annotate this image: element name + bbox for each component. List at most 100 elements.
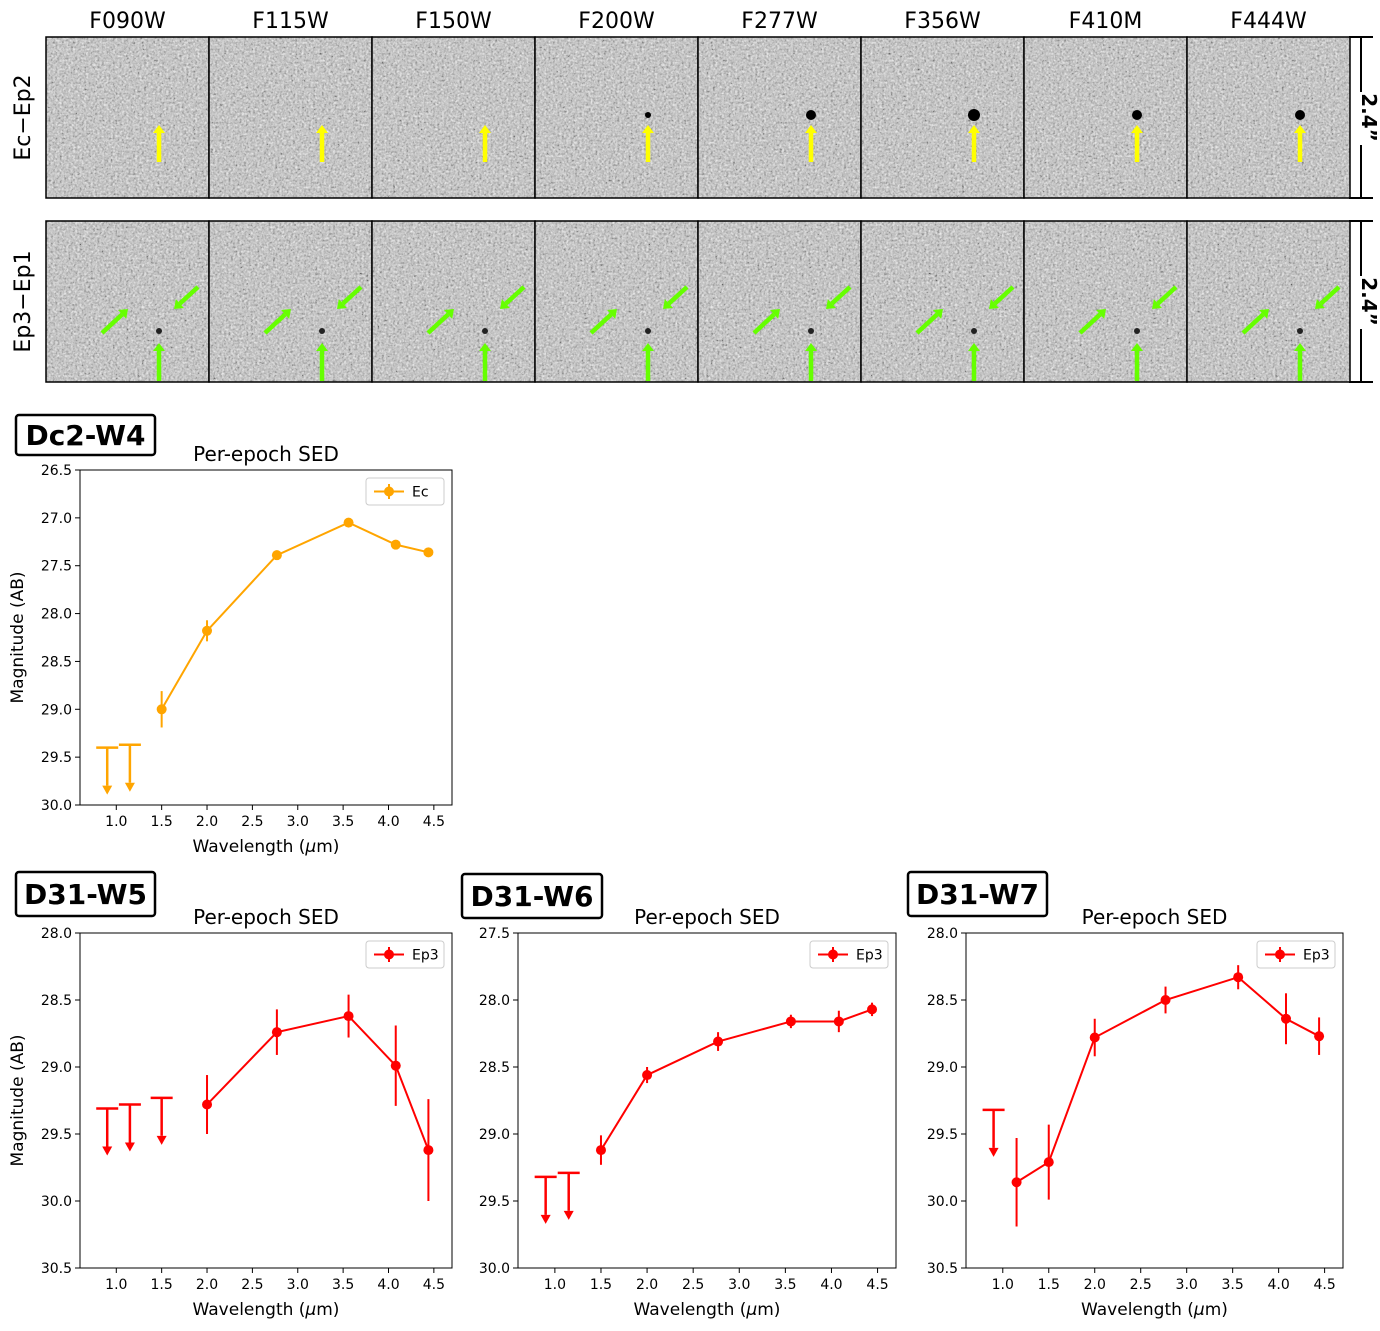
x-tick-label: 1.0 (105, 814, 127, 830)
x-axis-label-unit: m) (757, 1300, 780, 1320)
x-tick-label: 3.0 (287, 814, 309, 830)
arrow-head (479, 343, 491, 351)
filter-label: F410M (1069, 9, 1143, 34)
axes-frame (79, 469, 453, 806)
y-tick-label: 29.5 (41, 1127, 72, 1143)
source-blob (1297, 328, 1303, 334)
data-point (1011, 1177, 1022, 1188)
y-tick-label: 28.5 (479, 1060, 510, 1076)
x-tick-label: 2.0 (1084, 1277, 1106, 1293)
green-arrow (663, 285, 689, 309)
green-arrow (642, 343, 654, 381)
green-arrow (752, 309, 780, 335)
x-tick-label: 1.0 (544, 1277, 566, 1293)
green-arrow (263, 309, 291, 335)
y-tick-label: 28.5 (927, 993, 958, 1009)
green-arrow (805, 343, 817, 381)
yellow-arrow (642, 125, 654, 162)
legend-label: Ep3 (412, 948, 439, 964)
arrow-head (805, 343, 817, 351)
y-tick-label: 28.5 (41, 993, 72, 1009)
row-label: Ep3−Ep1 (11, 250, 36, 352)
x-tick-label: 2.5 (1130, 1277, 1152, 1293)
source-blob (645, 112, 651, 118)
yellow-arrow (968, 125, 980, 162)
x-axis-label-unit: m) (1205, 1300, 1228, 1320)
yellow-arrow (1131, 125, 1143, 162)
x-tick-label: 4.5 (866, 1277, 888, 1293)
arrow-head (826, 299, 836, 309)
object-badge (14, 870, 157, 918)
y-tick-label: 29.0 (927, 1060, 958, 1076)
source-blob (806, 110, 816, 120)
arrow-head (337, 299, 347, 309)
source-blob (482, 328, 488, 334)
y-axis-label: Magnitude (AB) (8, 1034, 28, 1166)
scale-label: 2.4” (1357, 277, 1380, 326)
x-tick-label: 1.5 (151, 1277, 173, 1293)
arrow-shaft (752, 312, 776, 335)
filter-label: F356W (904, 9, 981, 34)
upper-limit-arrow (102, 1146, 113, 1156)
arrow-head (968, 125, 980, 133)
data-point (785, 1016, 796, 1027)
y-tick-label: 29.0 (479, 1127, 510, 1143)
chart-title: Per-epoch SED (193, 905, 339, 929)
arrow-shaft (178, 285, 200, 306)
x-axis-label-mu: μ (304, 837, 316, 857)
arrow-head (1131, 125, 1143, 133)
yellow-arrow (805, 125, 817, 162)
green-arrow (337, 285, 363, 309)
arrow-shaft (341, 285, 363, 306)
data-point (343, 1011, 354, 1022)
x-axis-label: Wavelength (μm) (634, 1300, 781, 1320)
data-point (271, 550, 282, 561)
x-axis-label: Wavelength (μm) (193, 1300, 340, 1320)
arrow-shaft (100, 312, 124, 335)
data-point (713, 1036, 724, 1047)
y-tick-label: 29.0 (41, 1060, 72, 1076)
y-tick-label: 29.0 (41, 702, 72, 718)
object-name: D31-W6 (471, 880, 594, 913)
x-tick-label: 3.0 (287, 1277, 309, 1293)
data-point (1233, 972, 1244, 983)
legend-marker (384, 486, 394, 497)
arrow-shaft (1241, 312, 1265, 335)
legend-box (365, 477, 445, 506)
x-tick-label: 1.0 (992, 1277, 1014, 1293)
y-tick-label: 27.0 (41, 511, 72, 527)
data-point (202, 625, 213, 636)
yellow-arrow (153, 125, 165, 162)
series-line (600, 1008, 873, 1151)
object-badge (460, 872, 604, 920)
y-tick-label: 30.5 (41, 1261, 72, 1277)
upper-limit-arrow (563, 1210, 574, 1220)
stamp-border (1186, 36, 1351, 199)
arrow-shaft (667, 285, 689, 306)
y-tick-label: 28.0 (927, 926, 958, 942)
source-blob (645, 328, 651, 334)
green-arrow (1241, 309, 1269, 335)
y-tick-label: 30.0 (479, 1261, 510, 1277)
row-label: Ec−Ep2 (11, 74, 36, 160)
arrow-head (1294, 125, 1306, 133)
x-tick-label: 2.0 (196, 814, 218, 830)
arrow-head (607, 309, 617, 319)
legend-box (809, 940, 889, 969)
chart-d31w7: D31-W7 Per-epoch SED 1.0 1.5 2.0 2.5 3.0 3.5 4.0… (906, 870, 1344, 1320)
data-point (390, 539, 401, 550)
image-noise (861, 37, 1024, 198)
data-point (202, 1099, 213, 1110)
arrow-head (1131, 343, 1143, 351)
stamp-border (1186, 220, 1351, 383)
green-arrow (316, 343, 328, 381)
y-tick-label: 30.0 (927, 1194, 958, 1210)
legend-marker (828, 949, 838, 960)
arrow-head (174, 299, 184, 309)
legend-label: Ep3 (856, 948, 883, 964)
y-tick-label: 27.5 (41, 559, 72, 575)
axes-frame (965, 932, 1344, 1269)
sed-charts: Dc2-W4 Per-epoch SED 1.0 1.5 2.0 2.5 3.0 3.5 4.0… (8, 413, 1344, 1320)
x-tick-label: 4.5 (1313, 1277, 1335, 1293)
x-axis-label-mu: μ (745, 1300, 757, 1320)
